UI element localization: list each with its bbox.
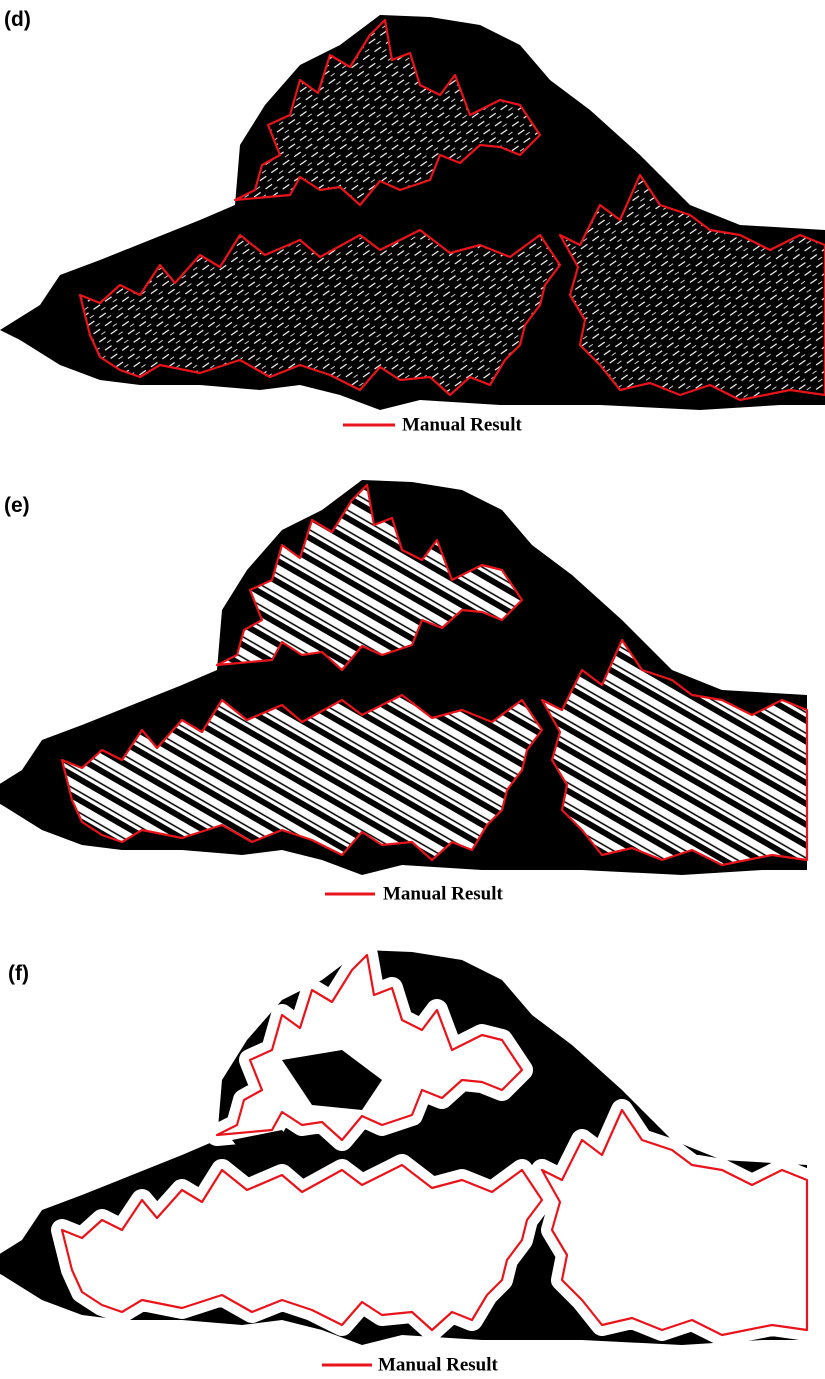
legend-text: Manual Result — [402, 414, 522, 435]
panel-e: (e) Manual Result — [0, 480, 807, 904]
map-d — [0, 15, 825, 410]
panel-label: (f) — [8, 962, 29, 985]
panel-f: (f) Manual Result — [0, 950, 807, 1375]
panel-label: (e) — [4, 494, 30, 517]
map-e — [0, 480, 807, 875]
figure: (d) Manual Result (e) Manual Result (f) … — [0, 0, 825, 1379]
page: (d) Manual Result (e) Manual Result (f) … — [0, 0, 825, 1379]
legend-text: Manual Result — [378, 1354, 498, 1375]
map-f — [0, 950, 807, 1345]
panel-d: (d) Manual Result — [0, 8, 825, 435]
legend-text: Manual Result — [383, 883, 503, 904]
panel-label: (d) — [4, 8, 31, 31]
